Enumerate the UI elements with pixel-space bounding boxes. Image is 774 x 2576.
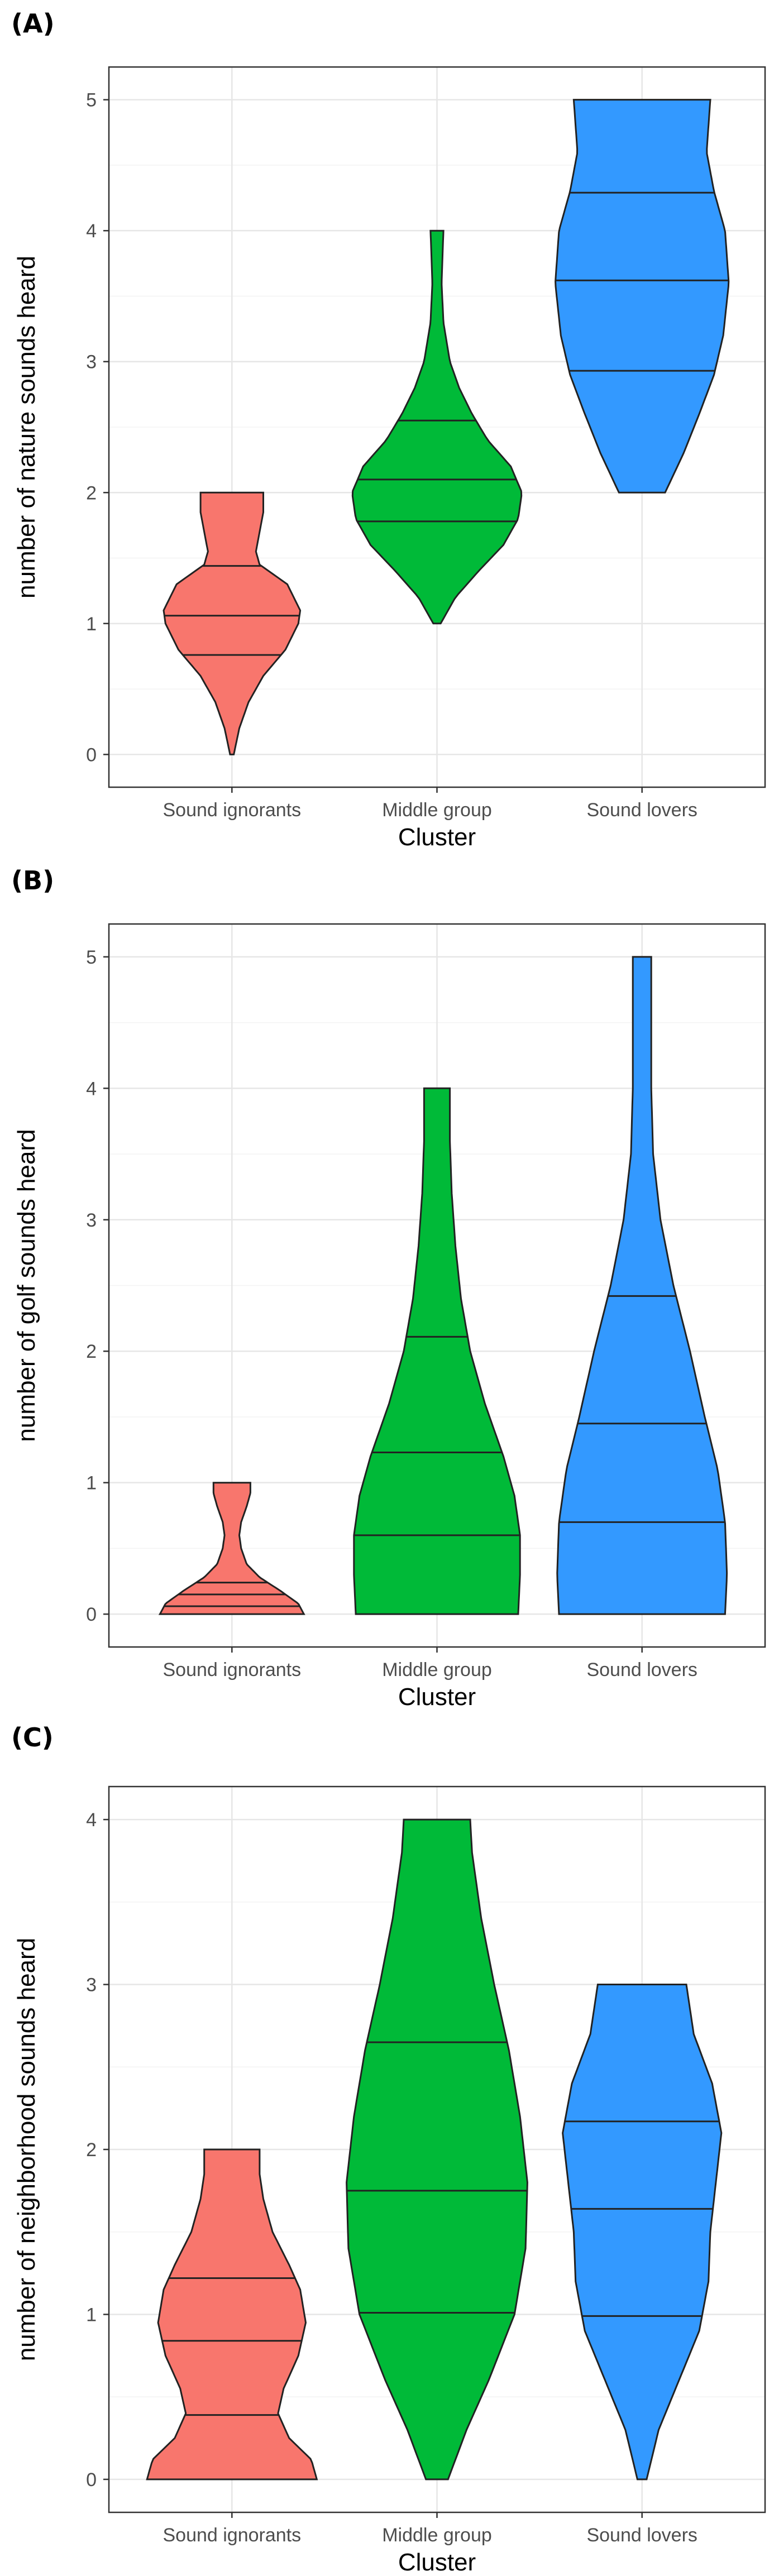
violin-sound-ignorants: [163, 491, 302, 755]
y-tick-label: 4: [86, 1809, 97, 1831]
y-tick-label: 0: [86, 744, 97, 765]
x-tick-label: Sound ignorants: [163, 1659, 301, 1680]
y-axis-title: number of golf sounds heard: [13, 1129, 40, 1442]
violin-sound-lovers: [562, 1984, 723, 2481]
y-tick-label: 0: [86, 2469, 97, 2491]
y-tick-label: 1: [86, 2304, 97, 2325]
y-tick-label: 3: [86, 1975, 97, 1996]
violin-middle-group: [351, 229, 523, 625]
x-axis-title: Cluster: [398, 2549, 476, 2576]
panel-3: (C) 0 1 2 3 4 Sound ignorants Middle group Sound…: [11, 1722, 766, 2576]
y-tick-label: 2: [86, 2139, 97, 2161]
y-axis-title: number of nature sounds heard: [13, 256, 40, 598]
y-tick-label: 3: [86, 1210, 97, 1231]
y-tick-label: 5: [86, 947, 97, 968]
x-tick-label: Sound lovers: [586, 799, 697, 821]
x-tick-label: Sound lovers: [586, 1659, 697, 1680]
panel-1: (A) 0 1 2 3 4 5 Sound ignorants Middle group Soun…: [11, 8, 766, 851]
y-tick-label: 4: [86, 221, 97, 242]
y-axis-title: number of neighborhood sounds heard: [13, 1938, 40, 2361]
panel-label: (B): [11, 865, 54, 896]
x-tick-label: Sound ignorants: [163, 2525, 301, 2546]
x-tick-label: Middle group: [382, 1659, 492, 1680]
violin-sound-ignorants: [158, 1482, 305, 1615]
x-tick-label: Sound lovers: [586, 2525, 697, 2546]
violin-middle-group: [353, 1087, 521, 1615]
x-axis-title: Cluster: [398, 1683, 476, 1711]
y-tick-label: 0: [86, 1604, 97, 1625]
y-tick-label: 2: [86, 1341, 97, 1362]
violin-sound-lovers: [555, 99, 730, 494]
y-tick-label: 1: [86, 614, 97, 635]
y-tick-label: 2: [86, 482, 97, 504]
y-tick-label: 1: [86, 1473, 97, 1494]
panel-label: (C): [11, 1722, 54, 1753]
panel-2: (B) 0 1 2 3 4 5 Sound ignorants Middle group Soun…: [11, 865, 766, 1711]
x-tick-label: Middle group: [382, 799, 492, 821]
y-tick-label: 3: [86, 352, 97, 373]
x-axis-title: Cluster: [398, 823, 476, 851]
violin-sound-lovers: [556, 956, 728, 1615]
y-tick-label: 5: [86, 90, 97, 111]
panel-label: (A): [11, 8, 55, 39]
x-tick-label: Middle group: [382, 2525, 492, 2546]
y-tick-label: 4: [86, 1078, 97, 1099]
violin-sound-ignorants: [146, 2148, 318, 2481]
violin-middle-group: [346, 1818, 528, 2481]
x-tick-label: Sound ignorants: [163, 799, 301, 821]
